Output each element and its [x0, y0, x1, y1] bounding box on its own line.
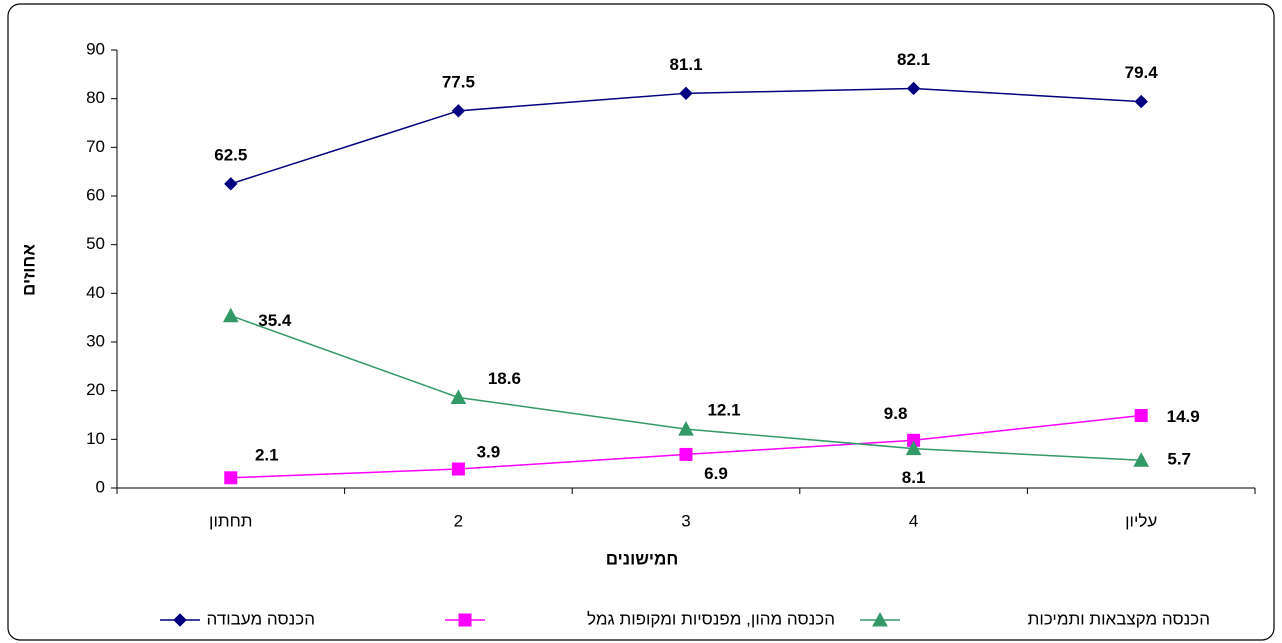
- data-label: 2.1: [255, 445, 279, 464]
- legend-label: הכנסה מהון, מפנסיות ומקופות גמל: [587, 609, 835, 628]
- data-label: 12.1: [707, 401, 740, 420]
- data-point: [1134, 94, 1148, 109]
- x-axis-label: חמישונים: [606, 549, 679, 568]
- data-label: 81.1: [669, 55, 702, 74]
- data-point: [678, 421, 694, 436]
- legend-marker: [458, 613, 472, 627]
- data-point: [906, 81, 921, 96]
- data-point: [222, 307, 239, 323]
- data-label: 77.5: [442, 72, 475, 91]
- y-tick-label: 60: [86, 185, 105, 204]
- y-tick-label: 40: [86, 283, 105, 302]
- data-point: [451, 104, 466, 118]
- legend-marker: [872, 611, 888, 627]
- data-label: 5.7: [1167, 450, 1191, 469]
- y-tick-label: 90: [86, 39, 105, 58]
- data-label: 8.1: [902, 468, 926, 487]
- data-point: [905, 440, 922, 456]
- y-tick-label: 20: [86, 380, 105, 399]
- x-tick-label: עליון: [1125, 511, 1157, 530]
- y-tick-label: 70: [86, 137, 105, 156]
- y-tick-label: 80: [86, 88, 105, 107]
- legend-label: הכנסה מעבודה: [207, 609, 315, 628]
- data-point: [224, 471, 238, 485]
- y-axis-label: אחוזים: [19, 244, 38, 296]
- y-tick-label: 10: [86, 429, 105, 448]
- y-tick-label: 30: [86, 331, 105, 350]
- data-label: 14.9: [1167, 407, 1200, 426]
- data-label: 79.4: [1125, 63, 1159, 82]
- data-label: 35.4: [258, 311, 292, 330]
- data-point: [451, 462, 465, 476]
- legend-marker: [173, 613, 187, 627]
- data-label: 3.9: [477, 443, 501, 462]
- data-label: 62.5: [214, 145, 247, 164]
- y-tick-label: 50: [86, 234, 105, 253]
- data-label: 9.8: [884, 404, 908, 423]
- chart-border: [7, 3, 1275, 641]
- data-label: 18.6: [488, 369, 521, 388]
- data-point: [224, 177, 238, 191]
- data-label: 82.1: [897, 50, 930, 69]
- data-point: [450, 389, 467, 404]
- x-tick-label: תחתון: [209, 511, 253, 530]
- data-point: [1133, 452, 1150, 467]
- legend-label: הכנסה מקצבאות ותמיכות: [1028, 609, 1210, 628]
- data-label: 6.9: [704, 464, 728, 483]
- x-tick-label: 4: [909, 511, 918, 530]
- x-tick-label: 2: [454, 511, 463, 530]
- y-tick-label: 0: [96, 477, 105, 496]
- data-point: [679, 447, 693, 461]
- data-point: [679, 86, 693, 101]
- data-point: [1134, 408, 1148, 422]
- x-tick-label: 3: [681, 511, 690, 530]
